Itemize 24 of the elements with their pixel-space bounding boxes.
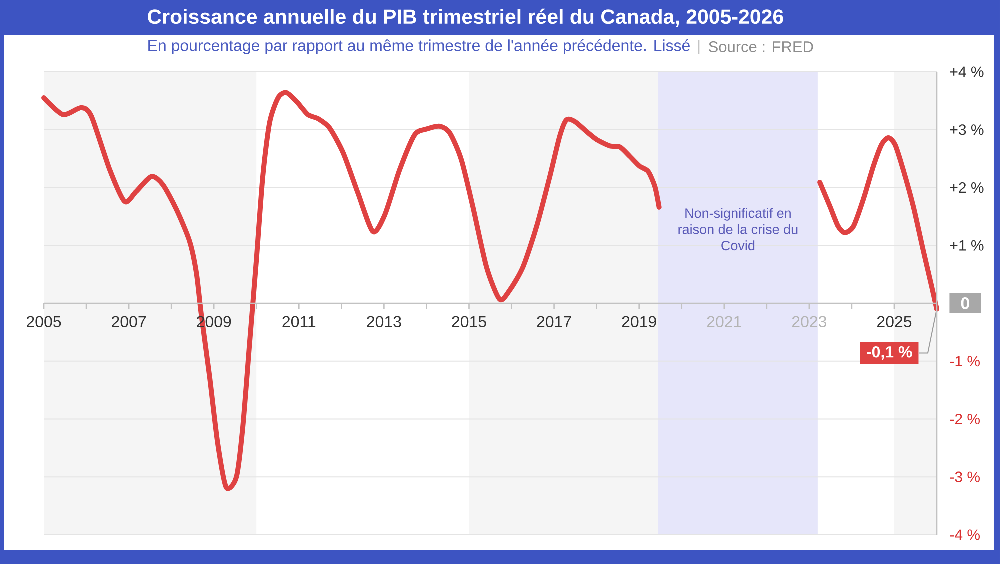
x-tick-label: 2017 (537, 316, 572, 328)
x-tick-label: 2021 (707, 316, 742, 328)
band-label: Non-significatif en raison de la crise du Covid (678, 208, 798, 251)
y-tick-label: -2 % (950, 414, 980, 425)
x-tick-label: 2023 (792, 316, 827, 328)
source-note: Source : FRED (709, 42, 814, 52)
x-tick-label: 2015 (452, 316, 486, 328)
x-tick-label: 2005 (27, 316, 62, 328)
y-tick-label: 0 (961, 297, 970, 310)
y-tick-label: +3 % (950, 124, 984, 136)
y-tick-label: -4 % (950, 530, 980, 540)
y-tick-label: -3 % (950, 472, 980, 482)
y-tick-label: -1 % (950, 356, 980, 367)
x-tick-label: 2011 (282, 316, 316, 328)
x-tick-label: 2013 (367, 316, 402, 328)
chart-title: Croissance annuelle du PIB trimestriel réel du Canada, 2005-2026 (148, 8, 784, 28)
chart-subtitle: En pourcentage par rapport au même trimestre de l'année précédente. Lissé (148, 39, 690, 55)
annotation: -0,1 % (867, 346, 912, 360)
y-tick-label: +2 % (950, 182, 984, 194)
x-tick-label: 2007 (112, 316, 146, 328)
y-tick-label: +1 % (950, 240, 984, 251)
x-tick-label: 2019 (622, 316, 656, 328)
x-tick-label: 2025 (877, 316, 912, 328)
y-tick-label: +4 % (950, 66, 984, 78)
